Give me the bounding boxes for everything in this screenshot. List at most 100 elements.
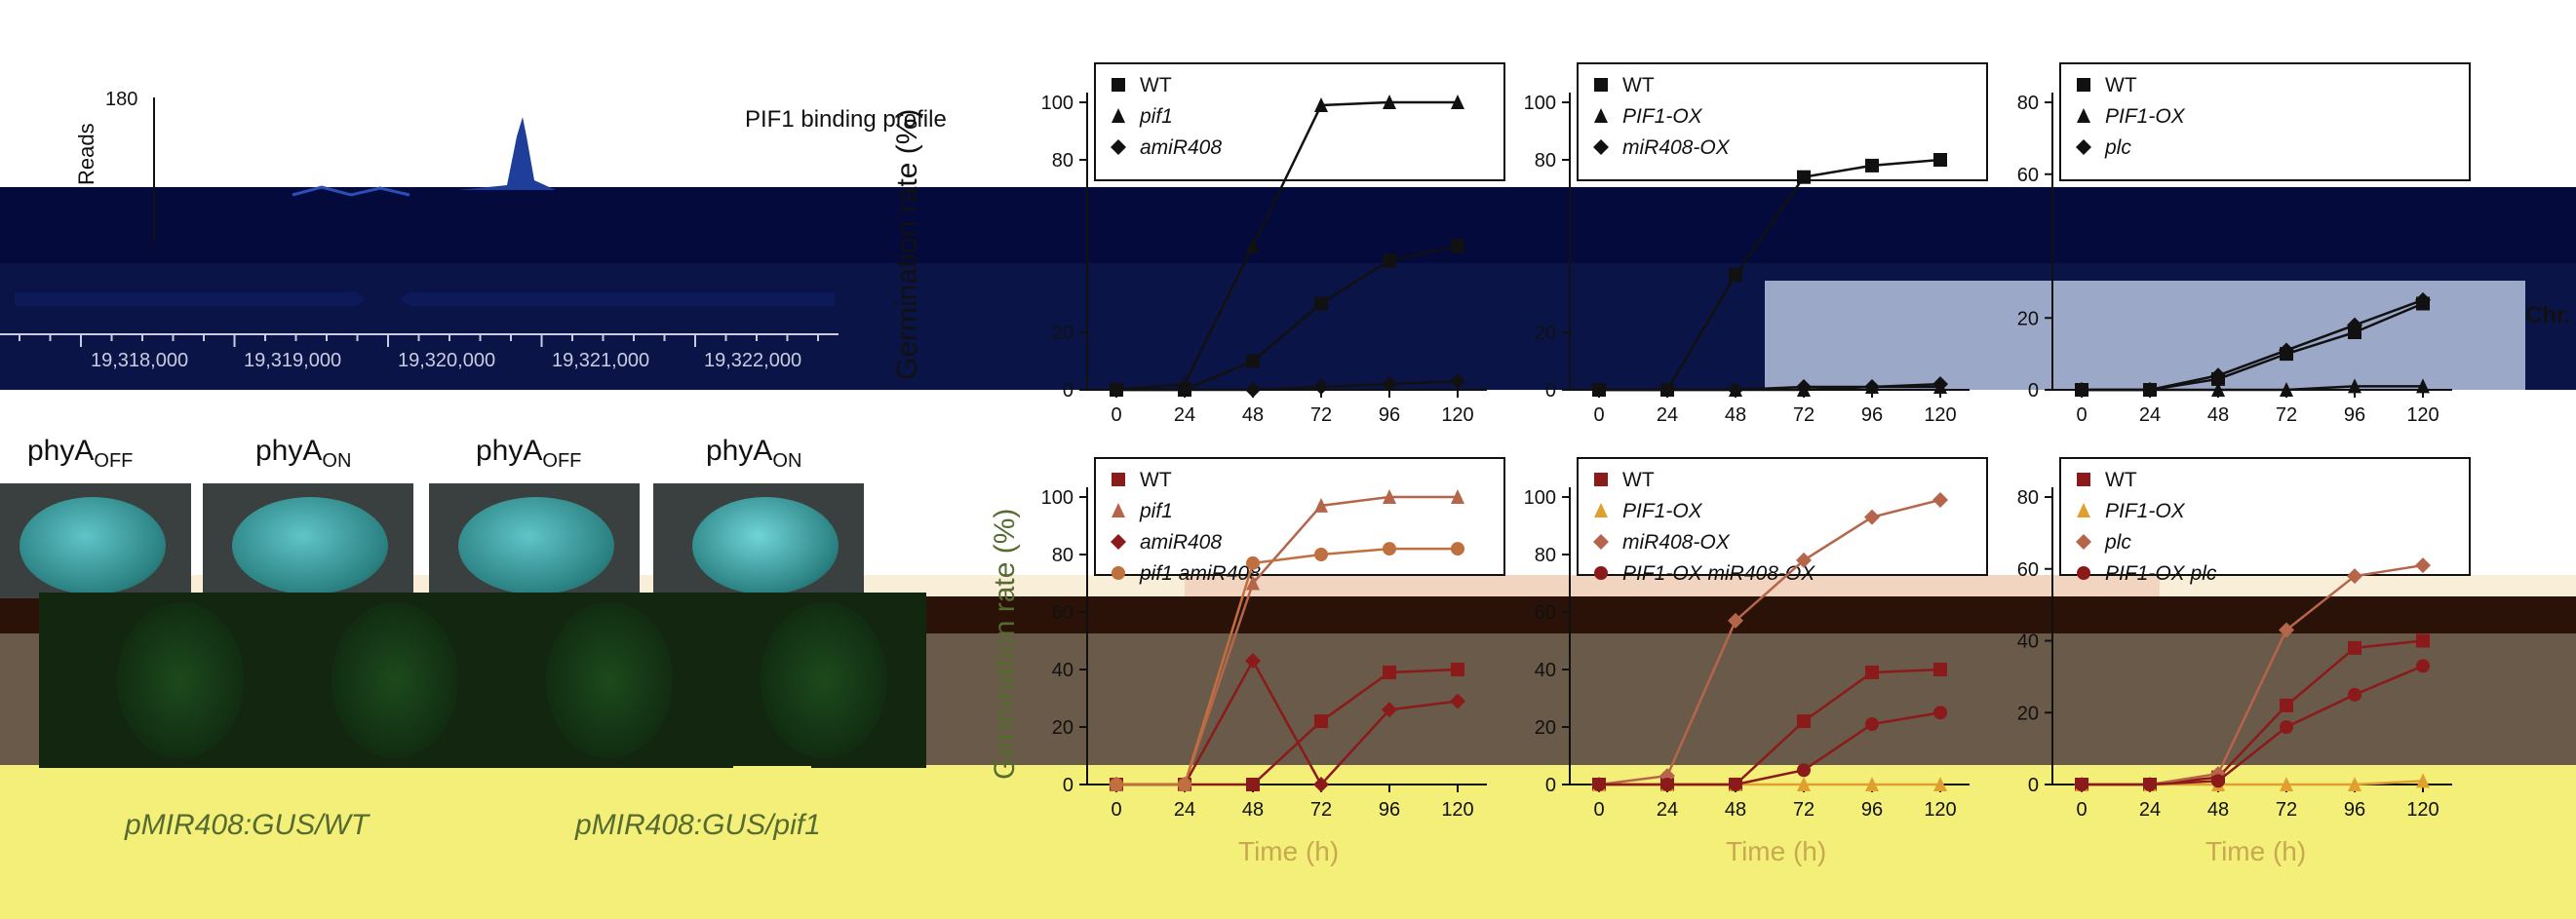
legend-marker bbox=[1112, 473, 1125, 486]
data-point bbox=[2280, 698, 2293, 712]
x-tick-label: 96 bbox=[2344, 799, 2365, 821]
data-point bbox=[2348, 378, 2361, 394]
x-tick-label: 0 bbox=[2076, 404, 2087, 426]
legend-marker bbox=[1111, 139, 1126, 155]
y-tick-label: 100 bbox=[1524, 93, 1556, 114]
chart-4: 0 20 40 60 80 100 0 24 48 72 96 120 WT pif1 amiR408 pif… bbox=[1041, 457, 1505, 821]
chart-6: 0 20 40 60 80 0 24 48 72 96 120 WT PIF1-OX plc PIF1-OX… bbox=[2017, 457, 2471, 821]
y-tick-label: 80 bbox=[1535, 150, 1556, 172]
y-tick-label: 60 bbox=[2017, 165, 2039, 186]
data-point bbox=[1246, 575, 1260, 591]
gene-arrow-left bbox=[356, 292, 366, 306]
series-line bbox=[1598, 498, 1941, 786]
legend-marker bbox=[1112, 78, 1125, 92]
legend-label: WT bbox=[1140, 74, 1172, 96]
data-point bbox=[1864, 379, 1880, 396]
data-point bbox=[1245, 382, 1261, 398]
legend-label: PIF1-OX plc bbox=[2105, 562, 2217, 585]
legend-marker bbox=[1594, 503, 1608, 517]
legend-label: pif1 bbox=[1139, 500, 1173, 522]
data-point bbox=[1382, 376, 1397, 393]
legend-label: plc bbox=[2104, 136, 2131, 159]
photo-title-1: phyAOFF bbox=[27, 435, 134, 472]
x-tick-label: 24 bbox=[1657, 404, 1678, 426]
legend-marker bbox=[1594, 473, 1608, 486]
legend-label: WT bbox=[1622, 469, 1655, 491]
legend-marker bbox=[2076, 534, 2091, 550]
seedling-photo-4 bbox=[653, 483, 864, 598]
gene-arrow-right bbox=[400, 292, 410, 306]
data-point bbox=[1591, 382, 1607, 398]
legend-label: WT bbox=[2105, 469, 2137, 491]
caption-pif1: pMIR408:GUS/pif1 bbox=[575, 809, 821, 841]
legend-marker bbox=[2077, 503, 2090, 517]
coord-label-1: 19,319,000 bbox=[244, 350, 341, 371]
y-tick-label: 80 bbox=[2017, 93, 2039, 114]
data-point bbox=[1314, 296, 1328, 311]
legend-label: pif1 amiR408 bbox=[1139, 562, 1261, 585]
legend-marker bbox=[1594, 108, 1608, 123]
legend-box bbox=[1094, 457, 1505, 576]
coordinate-ticks bbox=[19, 334, 819, 347]
legend-marker bbox=[1112, 503, 1125, 517]
data-point bbox=[2415, 557, 2431, 574]
x-tick-label: 0 bbox=[1111, 799, 1121, 821]
data-point bbox=[1865, 158, 1879, 172]
y-tick-label: 80 bbox=[2017, 487, 2039, 509]
x-tick-label: 48 bbox=[1242, 404, 1264, 426]
legend-marker bbox=[2077, 473, 2090, 486]
legend-marker bbox=[1593, 534, 1609, 550]
series-line bbox=[2082, 639, 2424, 786]
x-tick-label: 48 bbox=[1725, 799, 1746, 821]
data-point bbox=[2348, 640, 2361, 655]
data-point bbox=[1865, 777, 1879, 791]
data-point bbox=[1383, 542, 1396, 556]
data-point bbox=[1383, 95, 1396, 109]
series-line bbox=[1599, 158, 1941, 392]
x-tick-label: 120 bbox=[1441, 799, 1473, 821]
legend-label: PIF1-OX miR408-OX bbox=[1622, 562, 1815, 585]
chart-2: 0 20 80 100 0 24 48 72 96 120 WT PIF1-OX miR408-OX bbox=[1524, 62, 1988, 426]
legend-label: PIF1-OX bbox=[2105, 105, 2186, 128]
data-point bbox=[2143, 778, 2157, 791]
y-tick-label: 100 bbox=[1524, 487, 1556, 509]
legend-marker bbox=[1112, 566, 1125, 580]
data-point bbox=[1729, 268, 1742, 282]
x-tick-label: 24 bbox=[1657, 799, 1678, 821]
xlabel-1: Time (h) bbox=[1238, 836, 1340, 866]
data-point bbox=[2416, 378, 2430, 394]
y-tick-label: 20 bbox=[1052, 323, 1073, 344]
chr-label: Chr. bbox=[2525, 302, 2571, 328]
data-point bbox=[1729, 778, 1742, 791]
xlabel-3: Time (h) bbox=[2205, 836, 2307, 866]
series-line bbox=[1116, 547, 1458, 786]
data-point bbox=[2142, 382, 2158, 398]
y-tick-label: 60 bbox=[1535, 602, 1556, 624]
x-tick-label: 72 bbox=[2276, 799, 2297, 821]
series-line bbox=[2082, 298, 2424, 392]
data-point bbox=[2074, 382, 2089, 398]
data-point bbox=[1314, 96, 1328, 112]
data-point bbox=[1728, 612, 1743, 629]
y-tick-label: 0 bbox=[2028, 380, 2039, 402]
y-tick-label: 20 bbox=[1052, 717, 1073, 739]
chart-5: 0 20 40 60 80 100 0 24 48 72 96 120 WT PIF1-OX miR408-… bbox=[1524, 457, 1988, 821]
seedling-photo-1 bbox=[0, 483, 191, 598]
data-point bbox=[1109, 382, 1124, 398]
x-tick-label: 0 bbox=[2076, 799, 2087, 821]
scale-bar bbox=[733, 766, 811, 768]
series-line bbox=[1599, 382, 1941, 392]
legend-marker bbox=[2077, 78, 2090, 92]
legend-marker bbox=[1112, 108, 1125, 123]
x-tick-label: 24 bbox=[1174, 404, 1195, 426]
x-tick-label: 24 bbox=[2139, 404, 2161, 426]
legend-box bbox=[2059, 62, 2471, 181]
light-blue-panel bbox=[1765, 281, 2525, 390]
data-point bbox=[2075, 778, 2088, 791]
data-point bbox=[1314, 548, 1328, 561]
data-point bbox=[2211, 382, 2225, 397]
x-tick-label: 0 bbox=[1111, 404, 1121, 426]
y-tick-label: 20 bbox=[2017, 703, 2039, 724]
data-point bbox=[1314, 497, 1328, 513]
profile-title: PIF1 binding profile bbox=[745, 106, 947, 133]
